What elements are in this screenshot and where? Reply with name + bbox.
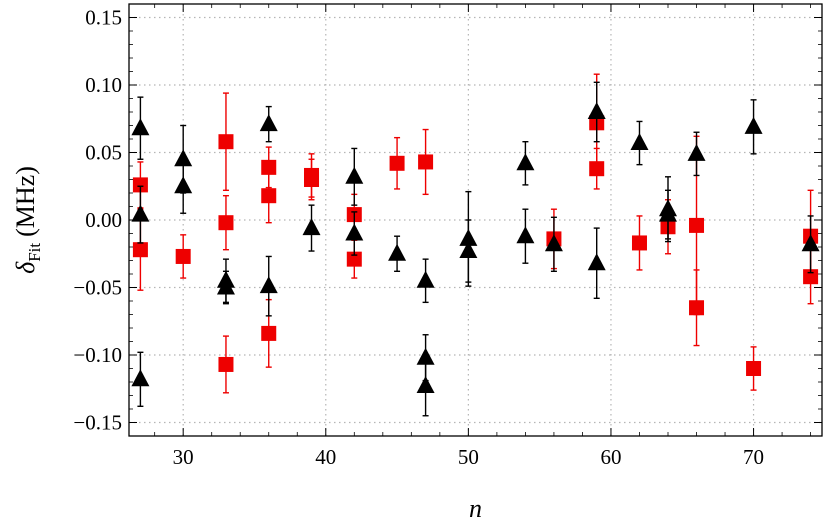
data-series (131, 73, 820, 417)
square-point (389, 155, 405, 171)
square-point (132, 242, 148, 258)
square-point (689, 300, 705, 316)
red-square-series (132, 73, 819, 394)
y-tick-label: 0.15 (85, 6, 122, 30)
black-triangle-series (131, 81, 820, 417)
triangle-point (345, 166, 364, 184)
square-point (218, 215, 234, 231)
y-axis-label: δFit (MHz) (11, 166, 44, 274)
triangle-point (801, 234, 820, 252)
triangle-point (345, 223, 364, 241)
square-point (132, 177, 148, 193)
square-point (304, 172, 320, 187)
square-point (261, 159, 277, 175)
square-point (261, 325, 277, 341)
y-tick-label: −0.15 (73, 411, 122, 435)
x-tick-label: 50 (458, 445, 479, 469)
square-point (803, 269, 819, 285)
y-axis-subscript: Fit (25, 243, 44, 262)
triangle-point (416, 376, 435, 394)
square-point (631, 235, 647, 251)
triangle-point (131, 204, 150, 222)
triangle-point (459, 241, 478, 259)
triangle-point (630, 133, 649, 151)
square-point (746, 361, 762, 376)
y-axis-unit: (MHz) (11, 166, 40, 237)
triangle-point (587, 253, 606, 271)
triangle-point (259, 276, 278, 294)
x-tick-label: 30 (173, 445, 194, 469)
triangle-point (131, 118, 150, 136)
triangle-point (302, 218, 321, 236)
square-point (175, 248, 191, 264)
triangle-point (416, 270, 435, 288)
triangle-point (259, 114, 278, 132)
y-tick-label: 0.00 (85, 208, 122, 232)
y-tick-label: 0.10 (85, 73, 122, 97)
y-tick-label: 0.05 (85, 141, 122, 165)
square-point (418, 154, 434, 170)
x-tick-label: 60 (600, 445, 621, 469)
square-point (346, 251, 362, 267)
triangle-point (516, 226, 535, 244)
x-tick-label: 70 (743, 445, 764, 469)
y-axis-symbol: δ (11, 261, 40, 274)
triangle-point (216, 277, 235, 295)
triangle-point (388, 243, 407, 261)
square-point (218, 134, 234, 150)
x-tick-label: 40 (315, 445, 336, 469)
triangle-point (174, 176, 193, 194)
axis-ticks: 30 40 50 60 70 0.15 0.10 0.05 0.00 −0.05 −0.10 −0.1… (73, 3, 822, 469)
triangle-point (131, 369, 150, 387)
y-tick-label: −0.10 (73, 343, 122, 367)
square-point (261, 188, 277, 204)
square-point (689, 217, 705, 233)
triangle-point (516, 153, 535, 171)
triangle-point (174, 149, 193, 167)
triangle-point (587, 102, 606, 119)
x-axis-label: n (469, 494, 482, 523)
triangle-point (544, 234, 563, 252)
triangle-point (659, 204, 677, 222)
square-point (589, 161, 605, 177)
y-tick-label: −0.05 (73, 276, 122, 300)
triangle-point (744, 116, 763, 134)
square-point (218, 356, 234, 372)
triangle-point (687, 143, 706, 161)
